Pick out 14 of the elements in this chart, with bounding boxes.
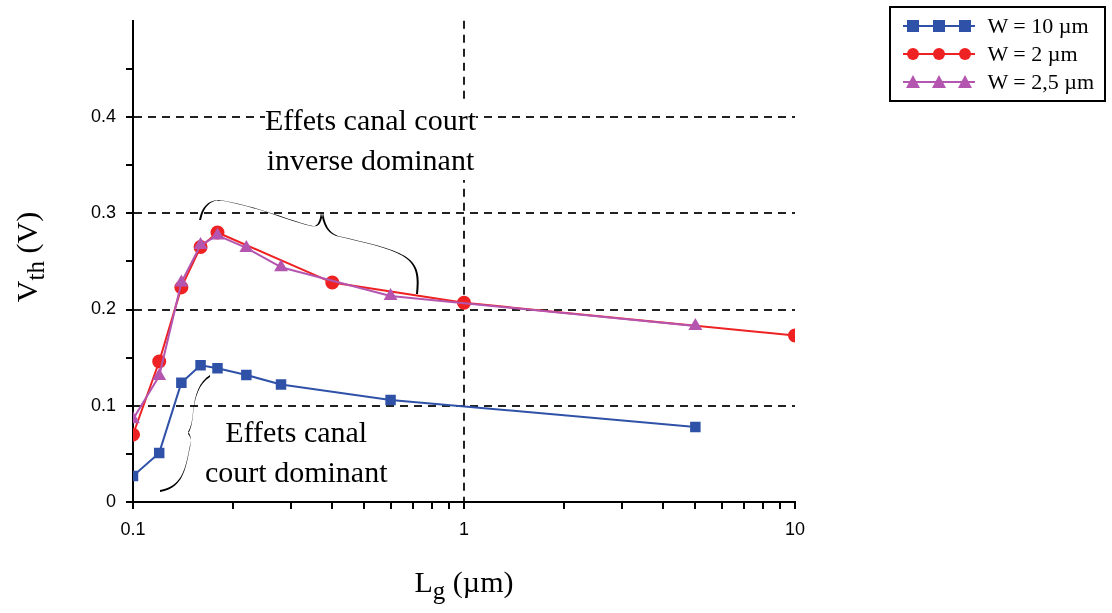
y-tick-label: 0.4	[90, 106, 116, 127]
x-axis-title: L$_{g}$ (µm)	[414, 565, 514, 605]
legend-label: W = 10 µm	[987, 13, 1089, 39]
legend-label: W = 2,5 µm	[987, 69, 1094, 95]
y-tick-label: 0	[105, 490, 116, 511]
x-tick-label: 1	[458, 518, 470, 539]
legend-label: W = 2 µm	[987, 41, 1078, 67]
y-tick-label: 0.3	[90, 202, 116, 223]
y-tick-label: 0.1	[90, 394, 116, 415]
annotation: Effets canal court inverse dominant	[265, 100, 477, 180]
y-tick-label: 0.2	[90, 298, 116, 319]
annotation: Effets canal court dominant	[205, 414, 388, 490]
x-tick-label: 0.1	[120, 518, 146, 539]
x-tick-label: 10	[784, 518, 806, 539]
